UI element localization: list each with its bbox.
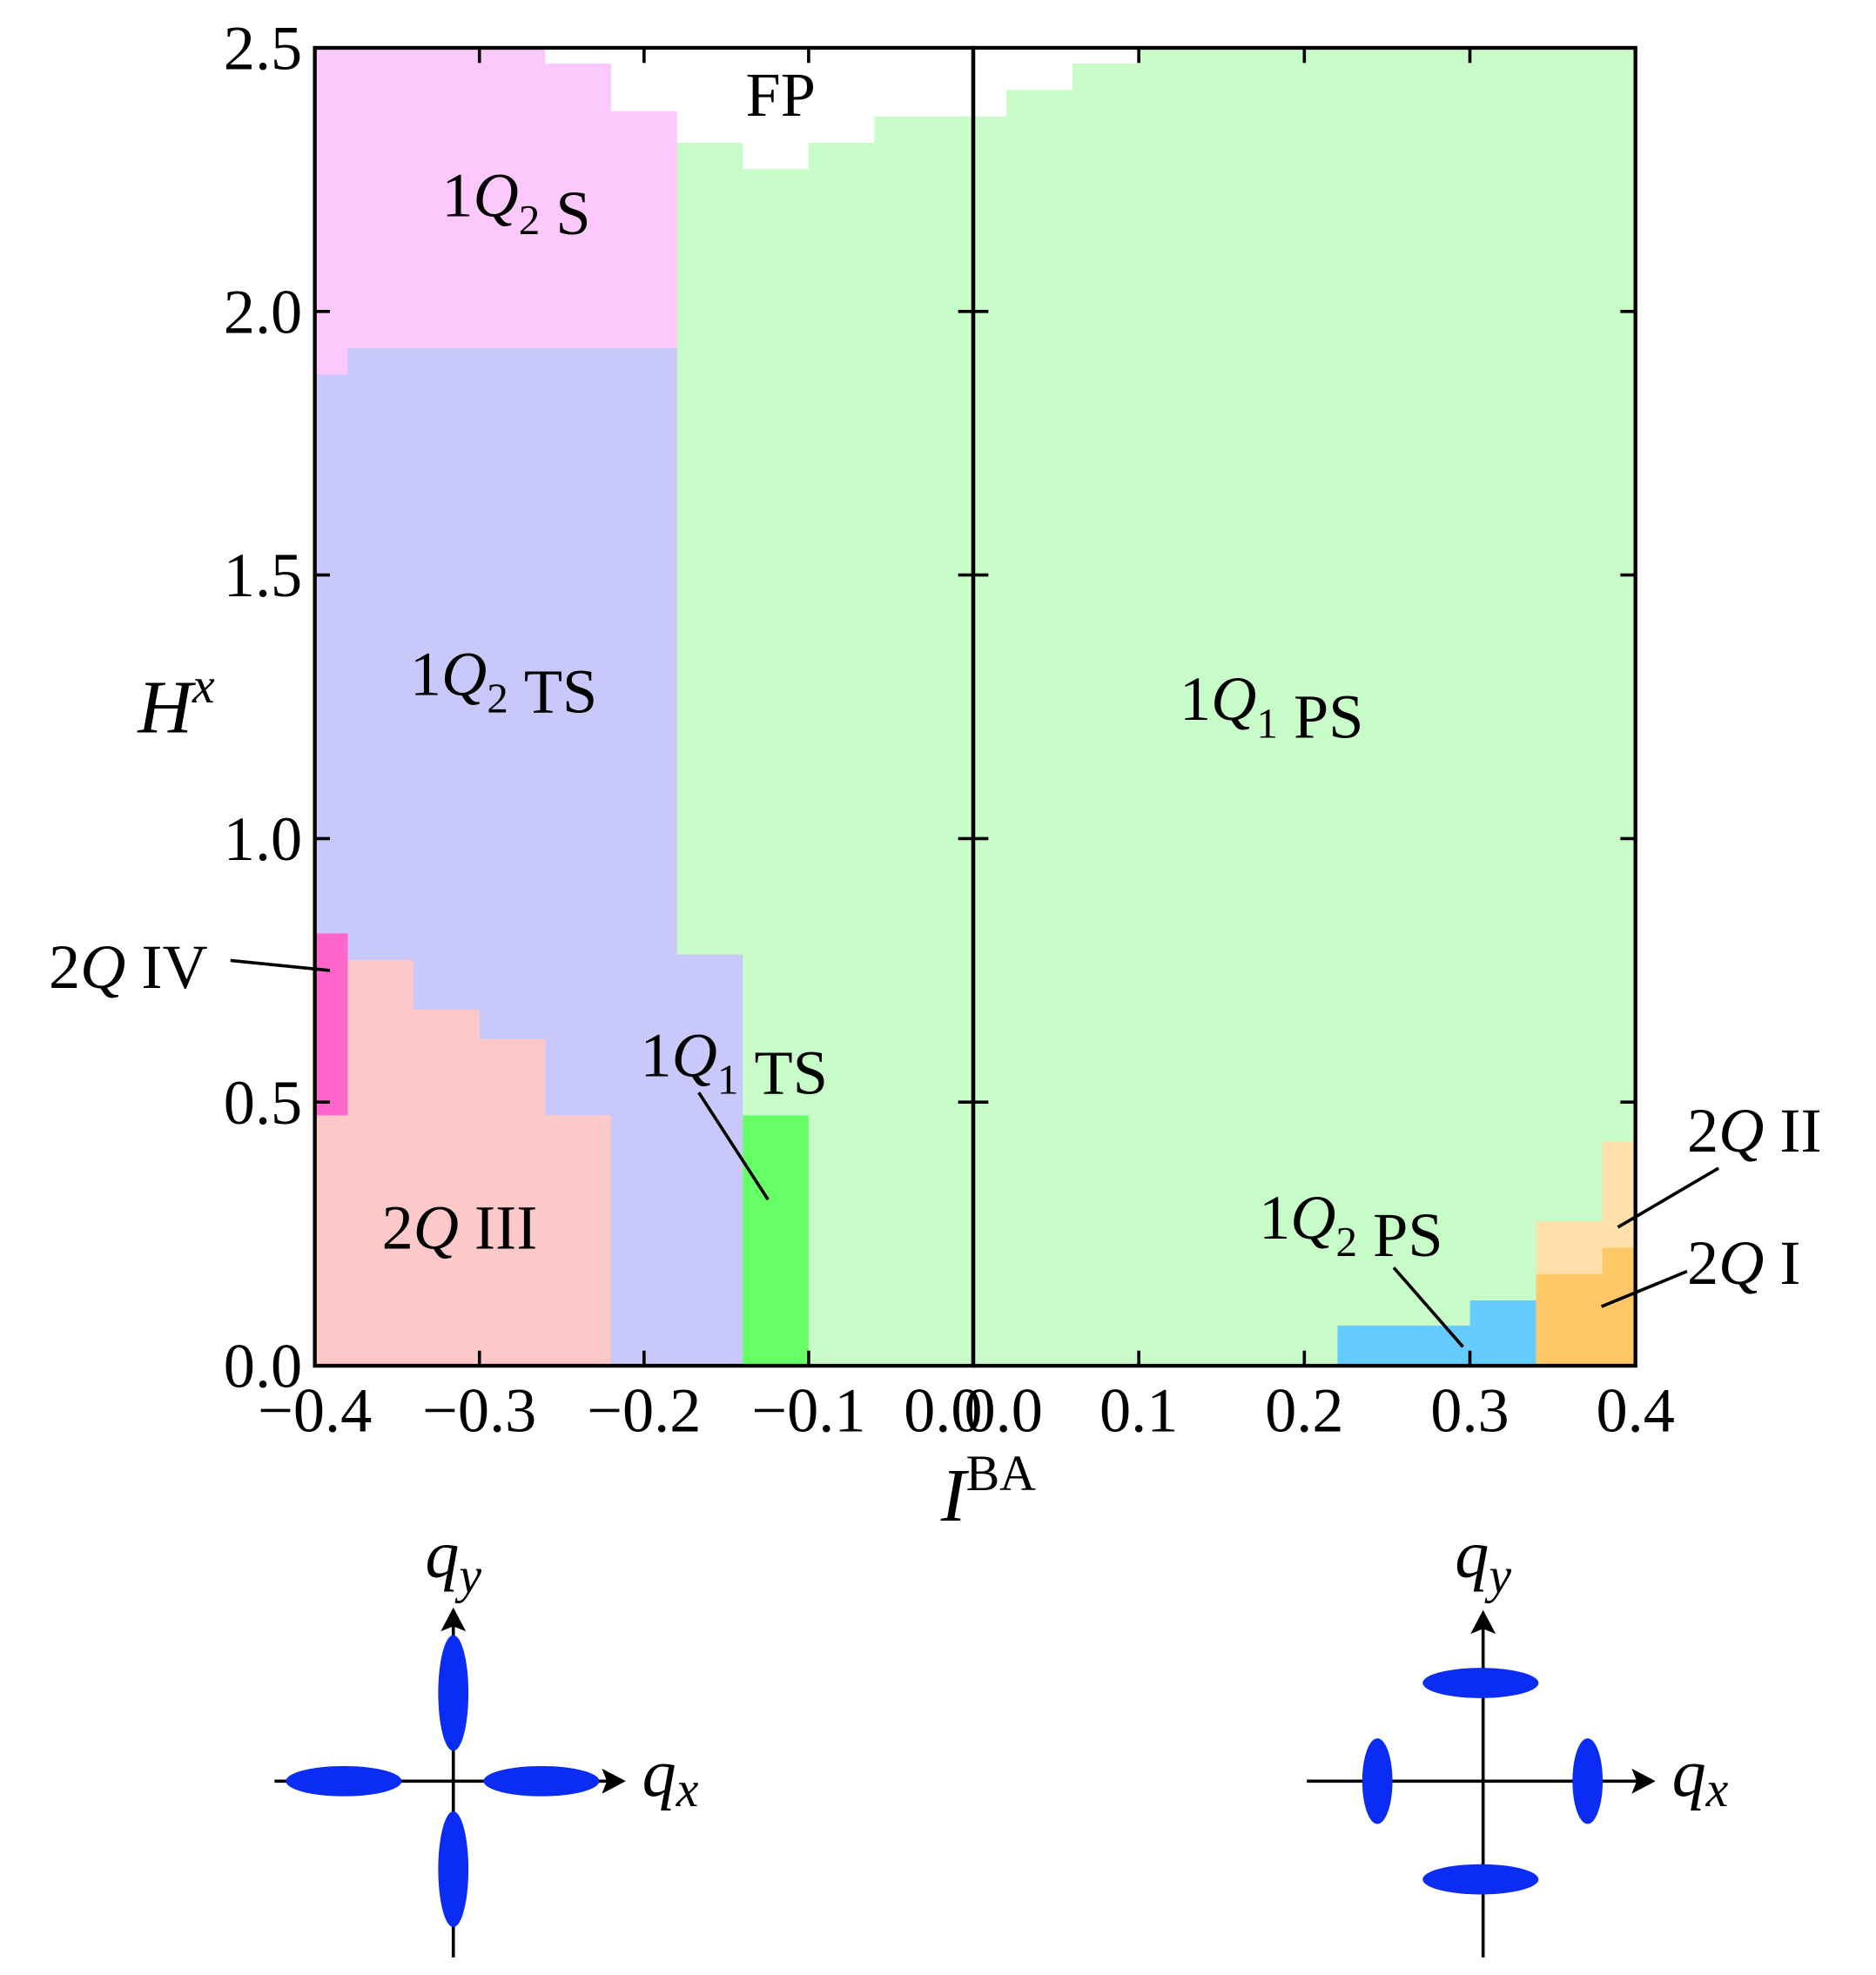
y-tick-label: 2.0 xyxy=(224,277,302,346)
x-tick-label: 0.3 xyxy=(1430,1375,1509,1445)
x-tick-label: 0.0 xyxy=(965,1375,1043,1445)
phase-region xyxy=(1536,1141,1636,1274)
region-label: 1Q1 PS xyxy=(1180,664,1363,751)
x-tick-label: 0.1 xyxy=(1099,1375,1178,1445)
phase-region xyxy=(1337,1300,1536,1367)
y-tick-label: 0.0 xyxy=(224,1332,302,1401)
x-tick-label: −0.2 xyxy=(587,1375,701,1445)
y-axis-label: Hx xyxy=(137,657,215,749)
inset-right xyxy=(1307,1609,1656,1958)
y-tick-label: 0.5 xyxy=(224,1068,302,1138)
peak xyxy=(438,1635,469,1751)
peak xyxy=(286,1765,402,1797)
qy-label: qy xyxy=(1455,1516,1511,1603)
peak xyxy=(1422,1864,1539,1895)
peak xyxy=(438,1811,469,1928)
qy-label: qy xyxy=(425,1516,481,1603)
region-label: 1Q2 PS xyxy=(1259,1183,1442,1270)
x-tick-label: −0.3 xyxy=(422,1375,536,1445)
phase-region xyxy=(314,933,348,1116)
region-label: 1Q1 TS xyxy=(641,1020,828,1107)
phase-region xyxy=(314,959,612,1367)
arrowhead xyxy=(1470,1609,1496,1635)
region-label: 1Q2 S xyxy=(441,161,590,248)
leader-line xyxy=(1600,1269,1688,1308)
arrowhead xyxy=(602,1768,626,1794)
peak xyxy=(1572,1738,1604,1824)
y-tick-label: 2.5 xyxy=(224,14,302,84)
x-tick-label: −0.4 xyxy=(258,1375,372,1445)
region-label: 2Q I xyxy=(1687,1228,1801,1298)
x-tick-label: 0.0 xyxy=(904,1375,982,1445)
phase-region xyxy=(545,47,973,170)
arrowhead xyxy=(1631,1768,1656,1794)
region-label: 1Q2 TS xyxy=(410,639,597,726)
y-tick-label: 1.5 xyxy=(224,541,302,610)
phase-region xyxy=(743,1115,809,1367)
phase-region xyxy=(1536,1247,1636,1367)
phase-region xyxy=(972,47,1140,117)
phase-region xyxy=(972,47,1636,1367)
y-tick-label: 1.0 xyxy=(224,804,302,874)
x-tick-label: 0.4 xyxy=(1596,1375,1674,1445)
overlay: 1Q2 S FP 1Q2 TS 2Q III 2Q IV 1Q1 TS −0.4 −0.3 −0… xyxy=(49,14,1822,1818)
regions xyxy=(314,47,1636,1367)
peak xyxy=(1362,1738,1393,1824)
region-label: 2Q III xyxy=(382,1193,538,1263)
arrowhead xyxy=(440,1607,467,1632)
phase-region xyxy=(314,47,743,375)
leader-line xyxy=(697,1092,770,1201)
peak xyxy=(483,1765,600,1797)
x-axis-label: IBA xyxy=(940,1445,1036,1537)
region-label: 2Q II xyxy=(1687,1096,1822,1166)
region-label: FP xyxy=(746,60,816,130)
leader-line xyxy=(1392,1266,1464,1348)
qx-label: qx xyxy=(1672,1736,1729,1818)
x-tick-label: −0.1 xyxy=(751,1375,865,1445)
inset-left xyxy=(274,1607,626,1958)
region-label: 2Q IV xyxy=(49,932,208,1002)
peak xyxy=(1422,1668,1539,1698)
qx-label: qx xyxy=(642,1736,699,1818)
x-tick-label: 0.2 xyxy=(1265,1375,1343,1445)
